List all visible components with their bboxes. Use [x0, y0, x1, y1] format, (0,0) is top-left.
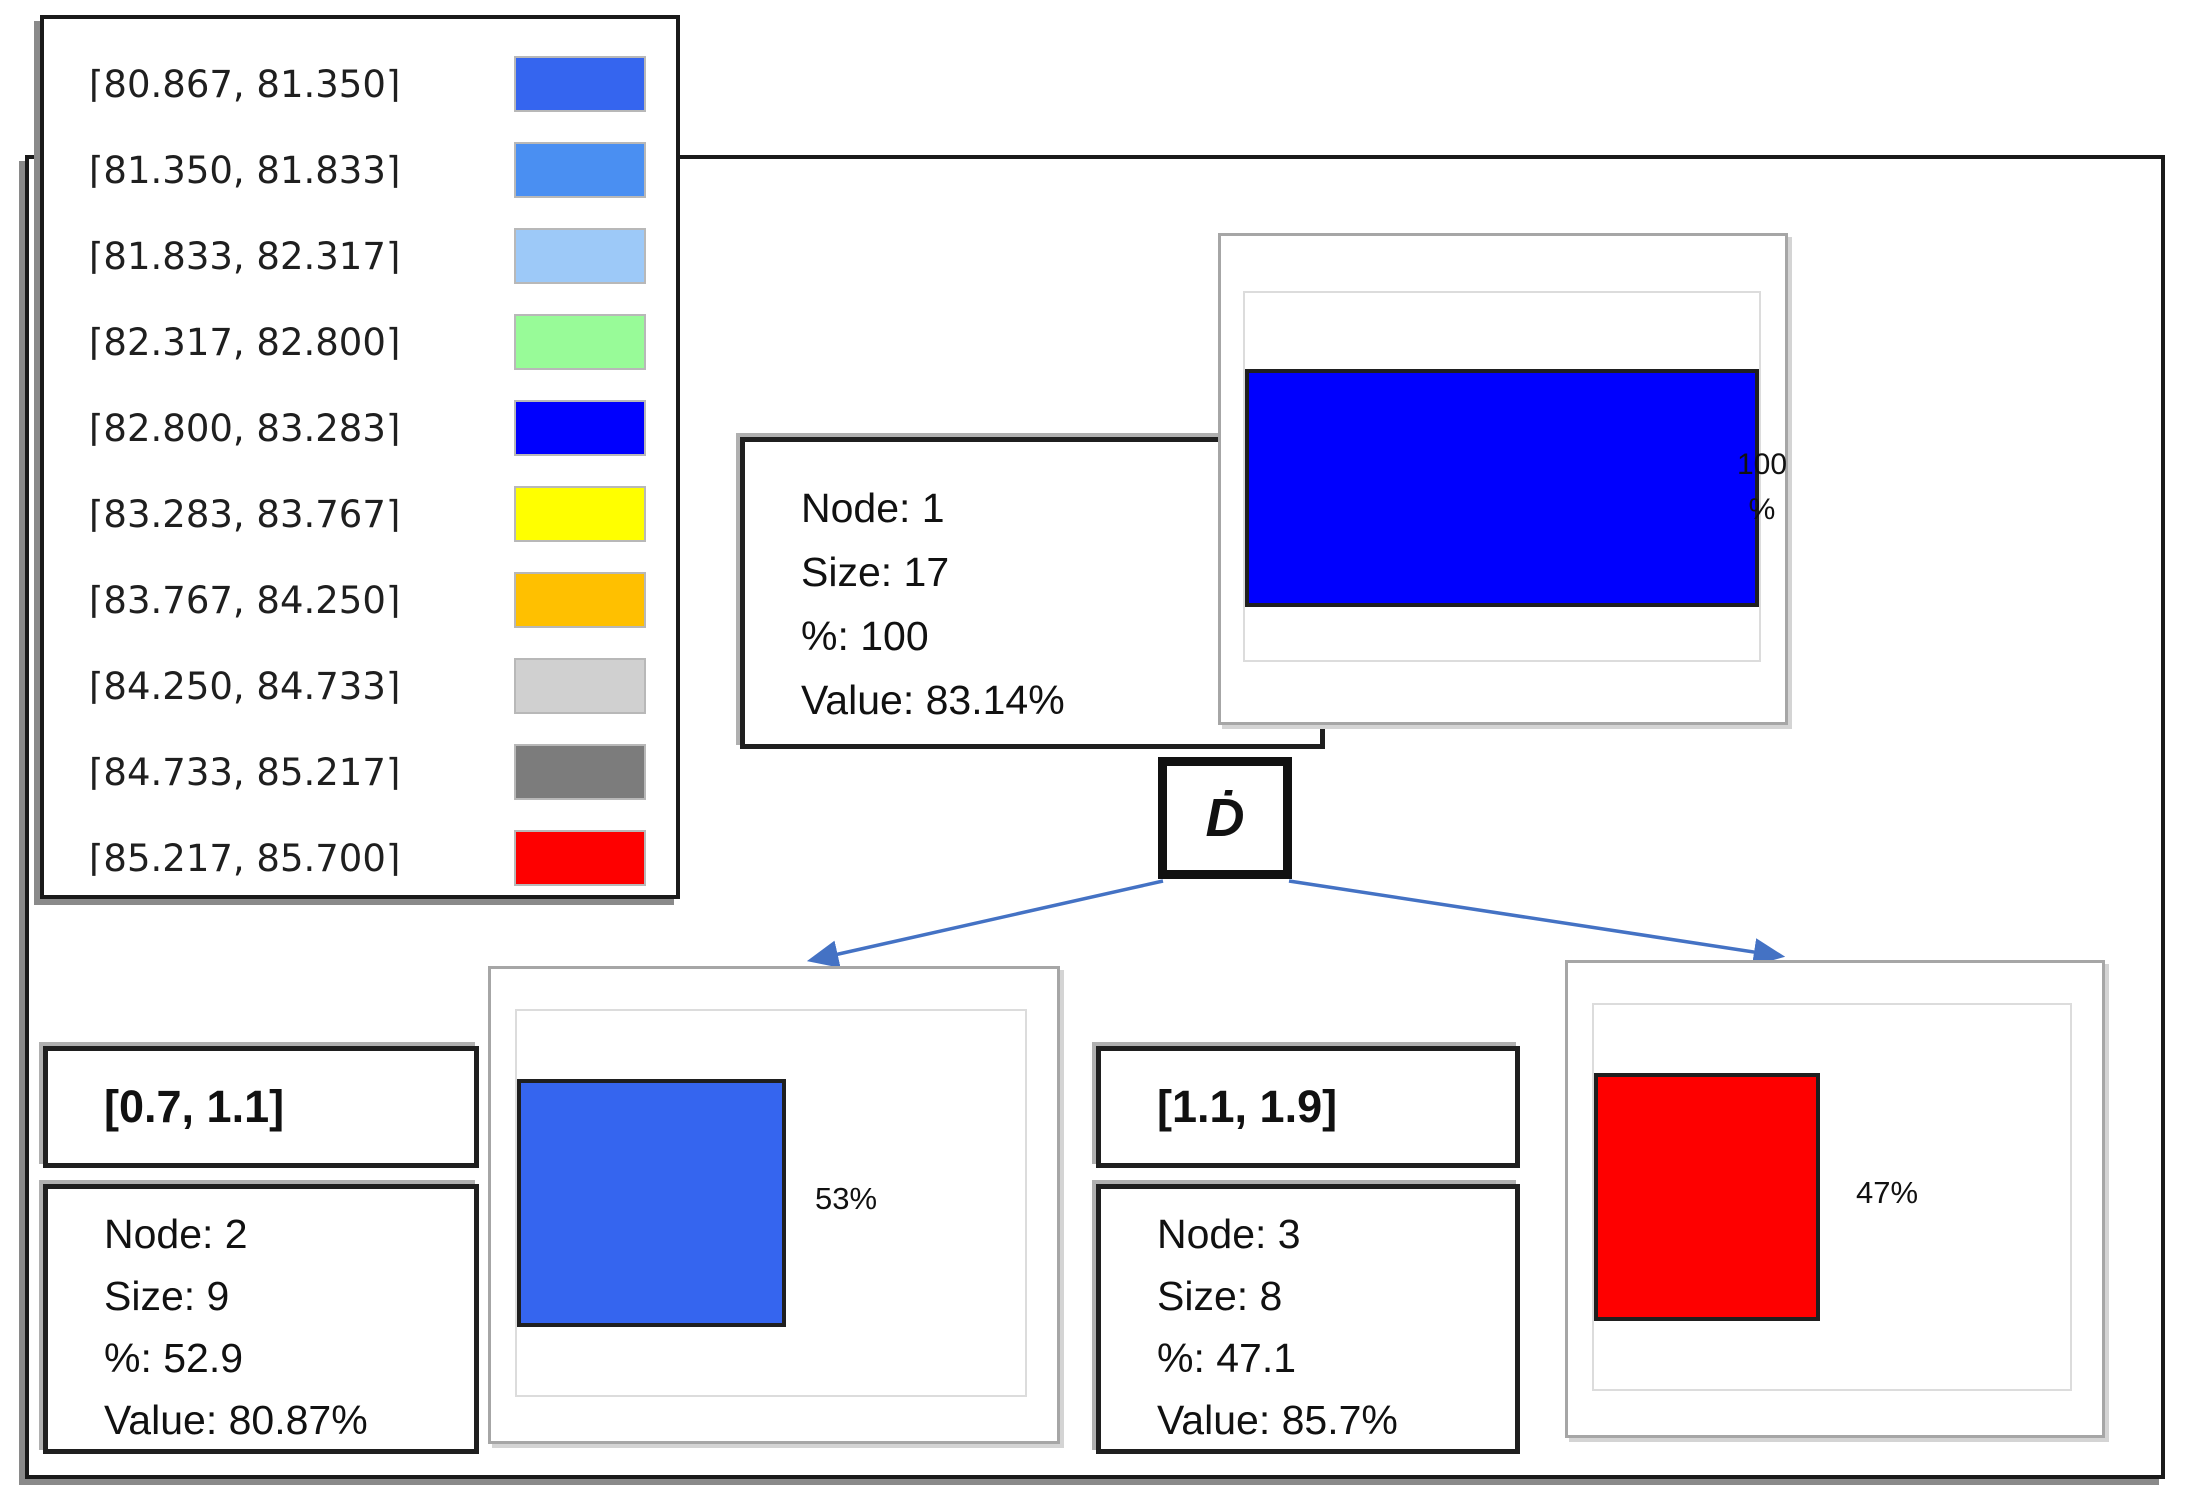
- legend-range-label: ⌈81.350, 81.833⌉: [89, 148, 401, 192]
- legend-color-swatch: [514, 830, 646, 886]
- diagram-outer-frame: [25, 155, 2165, 1479]
- legend-range-label: ⌈84.733, 85.217⌉: [89, 750, 401, 794]
- legend-item: ⌈83.283, 83.767⌉: [44, 471, 676, 557]
- node3-percent: %: 47.1: [1157, 1335, 1297, 1381]
- node2-chart-box: 53%: [488, 966, 1060, 1444]
- node2-range-label: [0.7, 1.1]: [104, 1081, 285, 1132]
- node1-size: Size: 17: [801, 549, 950, 595]
- split-variable-box: Ḋ: [1158, 757, 1292, 879]
- legend-item: ⌈80.867, 81.350⌉: [44, 41, 676, 127]
- node2-size: Size: 9: [104, 1273, 230, 1319]
- node3-bar-label: 47%: [1856, 1175, 1919, 1210]
- legend-item: ⌈84.733, 85.217⌉: [44, 729, 676, 815]
- node3-value: Value: 85.7%: [1157, 1397, 1398, 1443]
- legend-color-swatch: [514, 572, 646, 628]
- legend-item: ⌈84.250, 84.733⌉: [44, 643, 676, 729]
- node2-info-box: Node: 2 Size: 9 %: 52.9 Value: 80.87%: [43, 1184, 479, 1454]
- node2-id: Node: 2: [104, 1211, 248, 1257]
- legend: ⌈80.867, 81.350⌉ ⌈81.350, 81.833⌉ ⌈81.83…: [40, 15, 680, 899]
- legend-color-swatch: [514, 400, 646, 456]
- legend-range-label: ⌈84.250, 84.733⌉: [89, 664, 401, 708]
- legend-item: ⌈81.833, 82.317⌉: [44, 213, 676, 299]
- node2-range-box: [0.7, 1.1]: [43, 1046, 479, 1168]
- legend-item: ⌈82.800, 83.283⌉: [44, 385, 676, 471]
- legend-range-label: ⌈83.283, 83.767⌉: [89, 492, 401, 536]
- legend-color-swatch: [514, 142, 646, 198]
- node2-plot-area: [515, 1009, 1027, 1397]
- legend-item: ⌈85.217, 85.700⌉: [44, 815, 676, 901]
- node1-bar-label-line1: 100: [1736, 448, 1788, 481]
- node3-range-label: [1.1, 1.9]: [1157, 1081, 1338, 1132]
- node1-id: Node: 1: [801, 485, 945, 531]
- node3-plot-area: [1592, 1003, 2072, 1391]
- node1-value: Value: 83.14%: [801, 677, 1065, 723]
- legend-item: ⌈81.350, 81.833⌉: [44, 127, 676, 213]
- legend-color-swatch: [514, 486, 646, 542]
- node3-range-box: [1.1, 1.9]: [1096, 1046, 1520, 1168]
- legend-range-label: ⌈82.317, 82.800⌉: [89, 320, 401, 364]
- legend-range-label: ⌈83.767, 84.250⌉: [89, 578, 401, 622]
- legend-range-label: ⌈80.867, 81.350⌉: [89, 62, 401, 106]
- node2-bar: [517, 1079, 787, 1327]
- split-variable-label: Ḋ: [1205, 788, 1245, 848]
- legend-color-swatch: [514, 314, 646, 370]
- node2-percent: %: 52.9: [104, 1335, 244, 1381]
- node1-percent: %: 100: [801, 613, 929, 659]
- node1-chart-box: 100 %: [1218, 233, 1788, 725]
- node3-bar: [1594, 1073, 1821, 1321]
- node1-bar-label: 100 %: [1720, 442, 1804, 532]
- legend-color-swatch: [514, 658, 646, 714]
- node3-info-box: Node: 3 Size: 8 %: 47.1 Value: 85.7%: [1096, 1184, 1520, 1454]
- node3-size: Size: 8: [1157, 1273, 1283, 1319]
- node2-value: Value: 80.87%: [104, 1397, 368, 1443]
- node3-id: Node: 3: [1157, 1211, 1301, 1257]
- legend-range-label: ⌈81.833, 82.317⌉: [89, 234, 401, 278]
- legend-range-label: ⌈82.800, 83.283⌉: [89, 406, 401, 450]
- legend-item: ⌈83.767, 84.250⌉: [44, 557, 676, 643]
- node2-bar-label: 53%: [815, 1181, 878, 1216]
- node1-bar: [1245, 369, 1759, 607]
- node1-bar-label-line2: %: [1748, 493, 1776, 526]
- legend-color-swatch: [514, 228, 646, 284]
- legend-range-label: ⌈85.217, 85.700⌉: [89, 836, 401, 880]
- node3-chart-box: 47%: [1565, 960, 2105, 1438]
- node1-plot-area: [1243, 291, 1761, 662]
- legend-color-swatch: [514, 744, 646, 800]
- legend-color-swatch: [514, 56, 646, 112]
- legend-item: ⌈82.317, 82.800⌉: [44, 299, 676, 385]
